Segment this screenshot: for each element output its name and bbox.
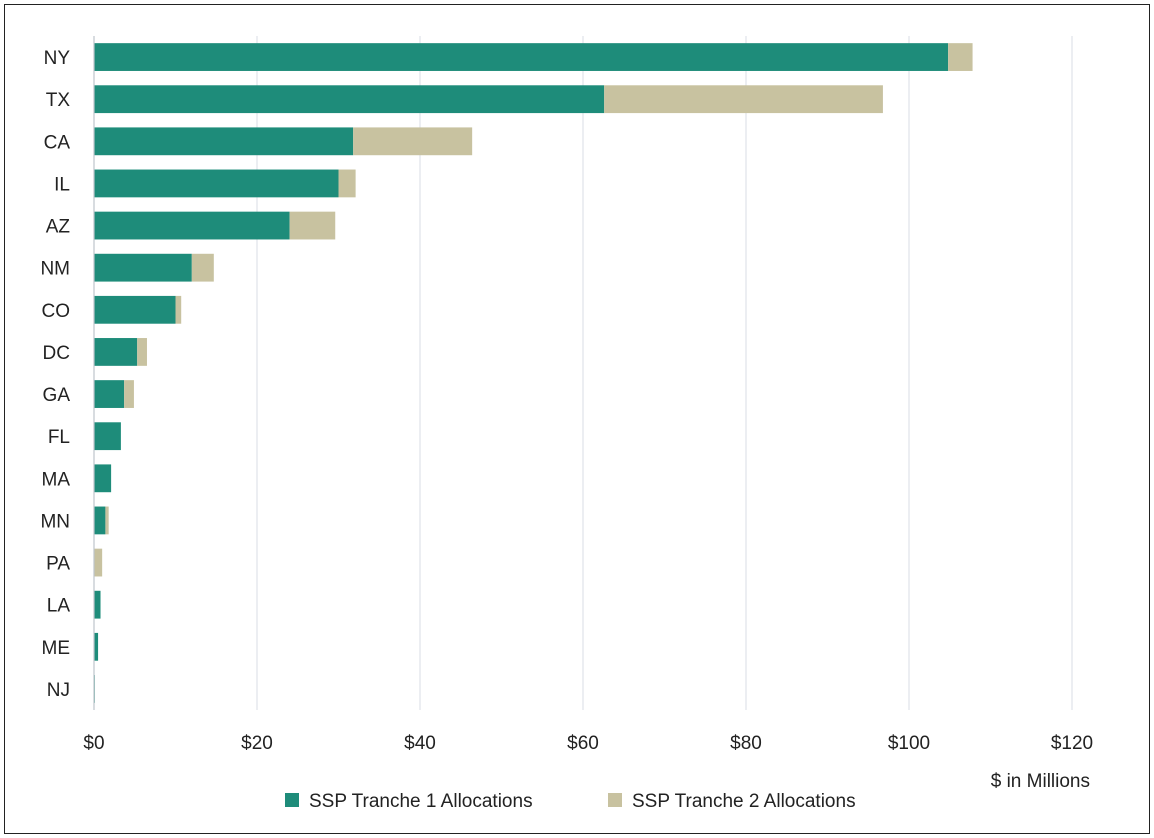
legend-label-series2: SSP Tranche 2 Allocations (632, 791, 856, 812)
category-label-dc: DC (43, 343, 70, 364)
x-tick-label: $20 (241, 733, 273, 754)
category-label-az: AZ (46, 217, 71, 238)
bar-fl-series1 (94, 422, 121, 451)
bar-ca-series2 (353, 127, 473, 156)
x-tick-label: $60 (567, 733, 599, 754)
category-label-me: ME (42, 638, 71, 659)
x-axis: $0 $20 $40 $60 $80 $100 $120 (83, 36, 1093, 754)
category-label-ny: NY (44, 48, 71, 69)
category-label-tx: TX (46, 90, 71, 111)
legend-label-series1: SSP Tranche 1 Allocations (309, 791, 533, 812)
bar-mn-series2 (105, 506, 109, 535)
category-label-nj: NJ (47, 680, 70, 701)
bar-il-series1 (94, 169, 339, 198)
category-label-mn: MN (40, 511, 70, 532)
bar-il-series2 (338, 169, 356, 198)
bar-dc-series2 (137, 338, 147, 366)
category-label-fl: FL (48, 427, 70, 448)
bar-me-series1 (94, 632, 99, 661)
x-axis-unit-label: $ in Millions (991, 771, 1090, 792)
x-tick-label: $120 (1051, 733, 1093, 754)
x-tick-label: $100 (888, 733, 930, 754)
bar-co-series2 (175, 295, 182, 324)
bar-nm-series2 (191, 253, 214, 282)
bar-la-series1 (94, 590, 101, 619)
bar-tx-series1 (94, 85, 605, 114)
bar-tx-series2 (604, 85, 883, 114)
category-label-ga: GA (43, 385, 71, 406)
bar-ny-series2 (948, 43, 973, 71)
x-tick-label: $80 (730, 733, 762, 754)
bar-co-series1 (94, 295, 176, 324)
legend: SSP Tranche 1 Allocations SSP Tranche 2 A… (285, 791, 856, 812)
category-label-co: CO (42, 301, 71, 322)
bar-az-series2 (289, 211, 336, 240)
bar-ga-series2 (124, 380, 134, 408)
category-label-ma: MA (42, 469, 71, 490)
bar-mn-series1 (94, 506, 106, 535)
legend-swatch-series1 (285, 793, 299, 807)
category-label-ca: CA (44, 132, 71, 153)
bar-ga-series1 (94, 380, 125, 408)
x-tick-label: $40 (404, 733, 436, 754)
y-axis-categories: NY TX CA IL AZ NM CO DC GA FL MA MN PA LA ME NJ (40, 48, 70, 701)
bar-az-series1 (94, 211, 290, 240)
bar-pa-series2 (94, 548, 103, 577)
x-tick-label: $0 (83, 733, 104, 754)
category-label-nm: NM (40, 259, 70, 280)
bar-dc-series1 (94, 338, 138, 366)
bars (94, 43, 973, 703)
legend-swatch-series2 (608, 793, 622, 807)
bar-ma-series1 (94, 464, 112, 493)
bar-nm-series1 (94, 253, 192, 282)
category-label-la: LA (47, 596, 71, 617)
category-label-il: IL (54, 174, 70, 195)
bar-ny-series1 (94, 43, 949, 71)
category-label-pa: PA (46, 554, 70, 575)
bar-ca-series1 (94, 127, 354, 156)
